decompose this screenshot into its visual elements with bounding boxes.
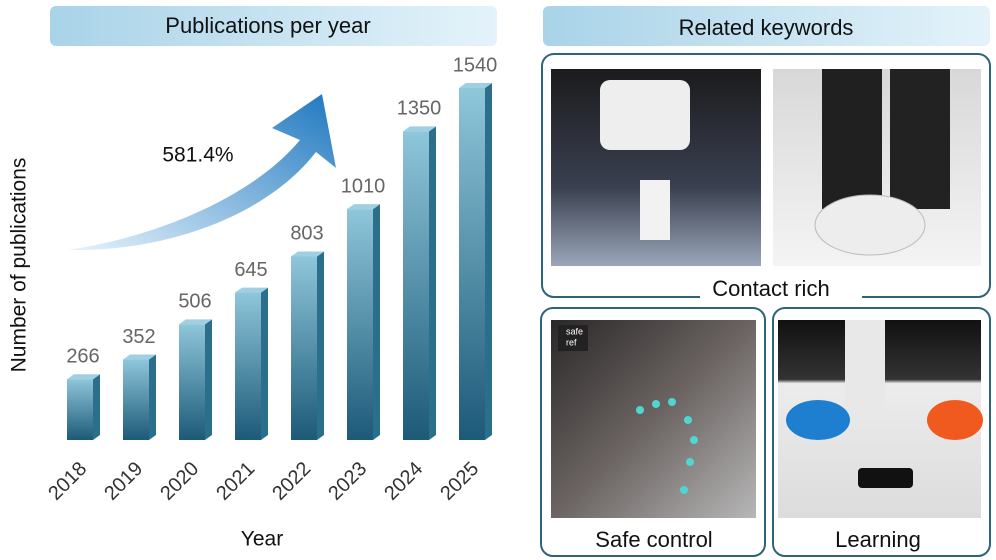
bar-side xyxy=(429,126,436,440)
panel-label: Safe control xyxy=(595,527,712,552)
bar-front xyxy=(291,256,317,440)
bar-front xyxy=(179,324,205,440)
bar-top xyxy=(179,319,212,325)
value-label: 1350 xyxy=(397,98,442,120)
bar xyxy=(67,374,100,440)
panel-frame xyxy=(772,307,991,557)
bar-side xyxy=(485,83,492,440)
bar-top xyxy=(235,287,268,293)
bar-side xyxy=(373,204,380,440)
photo-robot xyxy=(845,320,885,420)
overlay-text: safe xyxy=(566,326,583,336)
bar-top xyxy=(347,204,380,210)
x-tick-label: 2022 xyxy=(268,458,315,505)
bar xyxy=(123,354,156,440)
panel-label: Learning xyxy=(835,527,921,552)
value-label: 645 xyxy=(234,259,267,281)
photo-dots xyxy=(636,398,698,494)
panel-label: Contact rich xyxy=(712,276,829,301)
bar-top xyxy=(459,83,492,88)
bar-front xyxy=(123,359,149,440)
chart-title: Publications per year xyxy=(165,13,370,38)
bar-side xyxy=(261,287,268,440)
bar-front xyxy=(403,131,429,440)
value-label: 506 xyxy=(178,291,211,313)
bar-top xyxy=(123,354,156,360)
bar-side xyxy=(317,251,324,440)
bar-front xyxy=(347,209,373,440)
photo-gear xyxy=(814,194,926,256)
bar-front xyxy=(67,379,93,440)
x-tick-label: 2019 xyxy=(100,458,147,505)
photo-gripper xyxy=(890,69,950,209)
value-label: 266 xyxy=(66,345,99,367)
x-tick-label: 2020 xyxy=(156,458,203,505)
bar xyxy=(459,83,492,440)
annotation: 581.4% xyxy=(162,144,233,167)
overlay-box xyxy=(558,325,588,351)
photo-robot xyxy=(600,80,690,150)
photo-object xyxy=(640,180,670,240)
keywords-title: Related keywords xyxy=(679,15,854,40)
keywords-banner xyxy=(543,6,990,46)
x-axis-label: Year xyxy=(241,528,283,551)
panel-frame xyxy=(540,307,766,557)
x-tick-label: 2018 xyxy=(44,458,91,505)
label-bg xyxy=(822,528,934,554)
value-label: 1540 xyxy=(453,54,498,76)
photo-gripper xyxy=(822,69,882,209)
bars xyxy=(67,83,492,440)
y-axis-label: Number of publications xyxy=(8,158,31,373)
bar-top xyxy=(67,374,100,380)
bar xyxy=(403,126,436,440)
bar-front xyxy=(459,88,485,440)
bar-top xyxy=(291,251,324,257)
bar xyxy=(179,319,212,440)
x-tick-label: 2023 xyxy=(324,458,371,505)
value-label: 352 xyxy=(122,326,155,348)
photo-bowl xyxy=(786,400,850,440)
bar-side xyxy=(149,354,156,440)
label-bg xyxy=(586,528,722,554)
x-tick-label: 2021 xyxy=(212,458,259,505)
overlay-text: ref xyxy=(566,337,577,347)
photo-object xyxy=(858,468,913,488)
value-label: 1010 xyxy=(341,175,386,197)
x-tick-label: 2025 xyxy=(436,458,483,505)
photo xyxy=(551,320,756,518)
title-banner xyxy=(50,6,497,46)
label-bg xyxy=(700,276,862,302)
bar xyxy=(347,204,380,440)
bar xyxy=(235,287,268,440)
bar-side xyxy=(205,319,212,440)
growth-arrow xyxy=(68,94,336,251)
bar xyxy=(291,251,324,440)
value-label: 803 xyxy=(290,223,323,245)
x-tick-label: 2024 xyxy=(380,458,427,505)
bar-front xyxy=(235,292,261,440)
photo-bowl xyxy=(927,400,983,440)
bar-top xyxy=(403,126,436,132)
bar-side xyxy=(93,374,100,440)
